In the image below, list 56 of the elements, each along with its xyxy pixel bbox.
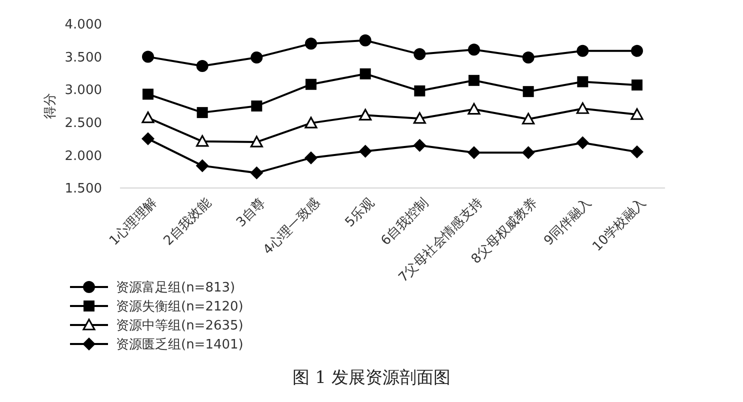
point bbox=[577, 76, 588, 88]
y-tick-label: 4.000 bbox=[64, 18, 102, 33]
point bbox=[250, 51, 263, 64]
point bbox=[359, 34, 372, 46]
point bbox=[522, 146, 535, 160]
caption: 图 1 发展资源剖面图 bbox=[292, 368, 450, 388]
legend-label: 资源失衡组(n=2120) bbox=[116, 300, 244, 315]
point bbox=[414, 85, 426, 96]
y-tick-label: 2.500 bbox=[64, 116, 102, 131]
point bbox=[522, 112, 535, 124]
point bbox=[306, 78, 316, 90]
y-tick-label: 2.000 bbox=[64, 148, 102, 164]
point bbox=[576, 44, 589, 57]
x-tick-label: 3自尊 bbox=[234, 195, 269, 230]
point bbox=[305, 38, 317, 50]
point bbox=[413, 138, 426, 152]
legend-label: 资源富足组(n=813) bbox=[116, 280, 236, 296]
point bbox=[414, 48, 426, 60]
point bbox=[142, 132, 154, 146]
x-tick-label: 5乐观 bbox=[342, 195, 378, 230]
point bbox=[358, 144, 372, 158]
y-tick-label: 1.500 bbox=[64, 182, 102, 197]
x-tick-label: 1心理理解 bbox=[106, 194, 160, 249]
point bbox=[196, 60, 208, 72]
point bbox=[359, 108, 372, 120]
x-tick-label: 2自我效能 bbox=[161, 195, 214, 249]
point bbox=[630, 145, 644, 158]
point bbox=[468, 44, 480, 56]
point bbox=[413, 112, 426, 124]
point bbox=[576, 136, 590, 150]
point bbox=[251, 100, 262, 112]
legend-label: 资源匮乏组(n=1401) bbox=[116, 338, 244, 353]
point bbox=[468, 146, 480, 160]
point bbox=[631, 44, 643, 57]
point bbox=[142, 88, 154, 100]
point bbox=[576, 102, 589, 114]
point bbox=[196, 135, 209, 147]
point bbox=[196, 159, 209, 172]
point bbox=[522, 51, 534, 64]
point bbox=[304, 116, 318, 128]
point bbox=[468, 74, 480, 86]
point bbox=[250, 166, 264, 180]
point bbox=[522, 86, 534, 98]
y-axis-title: 得分 bbox=[43, 93, 58, 119]
y-tick-label: 3.000 bbox=[64, 83, 102, 98]
point bbox=[632, 80, 642, 91]
legend-label: 资源中等组(n=2635) bbox=[116, 318, 244, 334]
y-tick-label: 3.500 bbox=[64, 50, 102, 66]
point bbox=[468, 102, 480, 115]
point bbox=[360, 68, 371, 80]
point bbox=[250, 136, 263, 148]
point bbox=[142, 112, 154, 124]
point bbox=[196, 107, 208, 118]
point bbox=[630, 108, 644, 120]
point bbox=[142, 50, 154, 63]
point bbox=[304, 151, 318, 164]
